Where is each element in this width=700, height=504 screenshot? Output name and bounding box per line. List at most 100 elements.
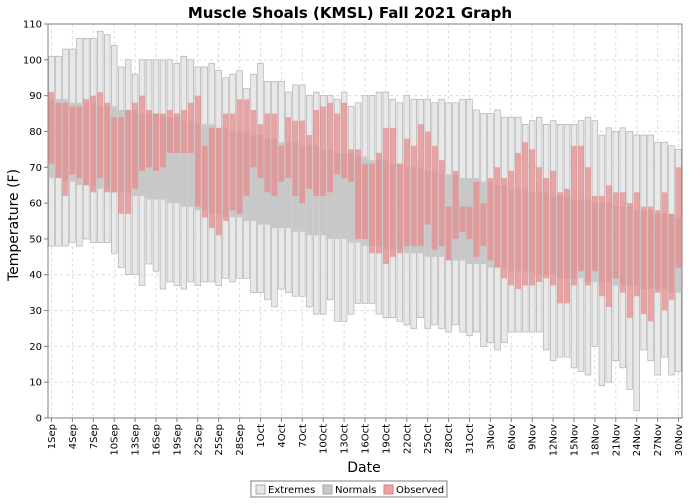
x-tick-label: 28Sep (235, 424, 246, 456)
observed-bar (166, 109, 173, 153)
x-tick-label: 21Nov (611, 424, 622, 456)
x-tick-label: 6Nov (507, 424, 518, 450)
x-tick-label: 22Sep (193, 424, 204, 456)
observed-bar (598, 195, 605, 297)
legend-swatch-normals (322, 484, 333, 495)
observed-bar (612, 192, 619, 279)
y-tick-label: 0 (36, 414, 42, 425)
x-tick-label: 10Oct (319, 424, 330, 454)
x-tick-label: 25Sep (214, 424, 225, 456)
x-tick-label: 7Sep (89, 424, 100, 449)
y-tick-label: 30 (29, 306, 42, 317)
observed-bar (313, 109, 320, 196)
y-tick-label: 80 (29, 127, 42, 138)
observed-bar (97, 92, 104, 179)
x-tick-label: 4Sep (68, 424, 79, 449)
x-tick-label: 19Sep (172, 424, 183, 456)
observed-bar (508, 170, 515, 286)
observed-bar (619, 192, 626, 293)
legend-label-extremes: Extremes (268, 485, 315, 496)
normals-bar (277, 142, 285, 229)
observed-bar (173, 113, 180, 153)
observed-bar (299, 120, 306, 204)
observed-bar (125, 109, 132, 214)
observed-bar (320, 106, 327, 196)
x-tick-label: 9Nov (528, 424, 539, 450)
observed-bar (187, 102, 194, 153)
observed-bar (584, 167, 591, 286)
x-tick-label: 16Oct (361, 424, 372, 454)
observed-bar (180, 109, 187, 153)
y-tick-label: 60 (29, 199, 42, 210)
observed-bar (543, 178, 550, 279)
normals-bar (257, 135, 264, 225)
observed-bar (564, 188, 571, 304)
observed-bar (194, 95, 201, 207)
x-tick-label: 13Sep (131, 424, 142, 456)
x-tick-label: 19Oct (381, 424, 392, 454)
observed-bar (104, 102, 111, 193)
observed-bar (48, 92, 55, 164)
y-tick-label: 110 (23, 20, 42, 31)
observed-bar (515, 152, 522, 290)
observed-bar (424, 131, 431, 225)
observed-bar (362, 163, 368, 239)
x-tick-label: 4Oct (277, 424, 288, 448)
x-tick-label: 3Nov (486, 424, 497, 450)
observed-bar (647, 206, 654, 322)
normals-bar (187, 120, 195, 207)
x-tick-label: 30Nov (674, 424, 685, 456)
normals-bar (180, 120, 188, 207)
observed-bar (445, 206, 452, 261)
observed-bar (69, 106, 76, 175)
observed-bar (132, 102, 139, 189)
y-tick-label: 100 (23, 55, 42, 66)
x-tick-label: 22Oct (402, 424, 413, 454)
x-tick-label: 1Oct (256, 424, 267, 448)
y-tick-label: 10 (29, 378, 42, 389)
observed-bar (208, 127, 215, 229)
y-tick-label: 70 (29, 163, 42, 174)
observed-bar (146, 109, 153, 168)
observed-bar (640, 206, 647, 315)
x-tick-label: 13Oct (340, 424, 351, 454)
observed-bar (341, 102, 348, 179)
y-tick-label: 50 (29, 234, 42, 245)
observed-bar (417, 124, 424, 247)
normals-bar (305, 145, 313, 236)
x-tick-label: 7Oct (298, 424, 309, 448)
observed-bar (159, 113, 166, 168)
observed-bar (306, 135, 313, 189)
normals-bar (326, 149, 334, 239)
observed-bar (327, 102, 334, 193)
y-axis-label: Temperature (F) (6, 169, 22, 282)
observed-bar (501, 178, 508, 279)
observed-bar (654, 210, 661, 293)
x-tick-label: 15Nov (570, 424, 581, 456)
observed-bar (382, 127, 389, 264)
observed-bar (55, 102, 62, 179)
plot-frame (47, 23, 683, 419)
legend-label-normals: Normals (335, 485, 376, 496)
observed-bar (271, 113, 278, 196)
x-tick-label: 25Oct (423, 424, 434, 454)
x-tick-label: 12Nov (549, 424, 560, 456)
chart-title: Muscle Shoals (KMSL) Fall 2021 Graph (188, 4, 512, 22)
observed-bar (355, 149, 362, 239)
normals-bar (340, 152, 348, 239)
observed-bar (536, 167, 543, 282)
x-tick-label: 31Oct (465, 424, 476, 454)
x-axis-label: Date (347, 460, 380, 476)
observed-bar (431, 145, 438, 250)
observed-bar (403, 138, 410, 247)
observed-bar (473, 181, 480, 257)
observed-bar (438, 160, 445, 247)
observed-bar (90, 95, 97, 193)
observed-bar (153, 113, 159, 171)
observed-bar (215, 127, 222, 236)
observed-bar (668, 213, 675, 300)
observed-bar (62, 102, 69, 196)
legend-swatch-extremes (255, 484, 266, 495)
observed-bar (557, 192, 564, 304)
